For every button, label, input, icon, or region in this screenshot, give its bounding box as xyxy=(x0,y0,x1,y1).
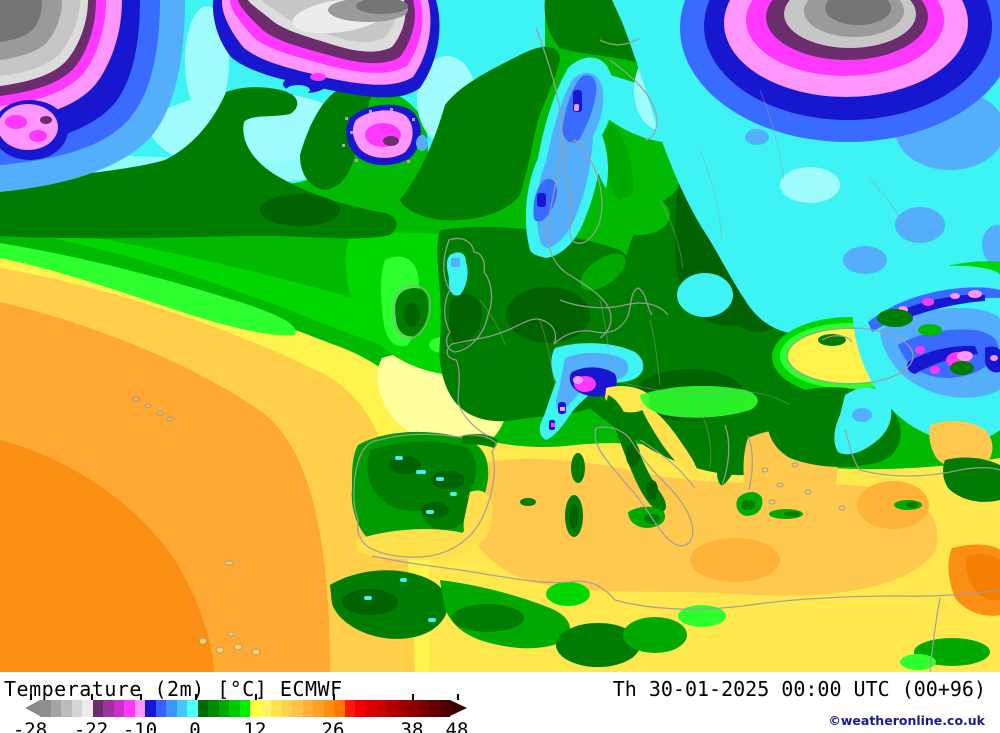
colorbar-segment xyxy=(429,700,440,717)
levant-gold xyxy=(929,420,993,470)
colorbar-tick-label: 48 xyxy=(445,719,469,733)
arctic-russia-cold-blob xyxy=(680,0,1000,142)
colorbar-right-arrow xyxy=(450,700,467,716)
colorbar-segment xyxy=(408,700,419,717)
legend-bar: Temperature (2m) [°C] ECMWF Th 30-01-202… xyxy=(0,672,1000,733)
colorbar-segment xyxy=(387,700,398,717)
colorbar-tick-mark xyxy=(333,694,335,700)
iceland-cold xyxy=(342,104,428,166)
colorbar-tick-label: 12 xyxy=(243,719,267,733)
colorbar-segment xyxy=(292,700,303,717)
colorbar-segment xyxy=(313,700,324,717)
temperature-colorbar: -28 -22 -10 0 12 26 38 48 xyxy=(13,694,468,733)
colorbar-segment xyxy=(271,700,282,717)
finland-green xyxy=(610,195,670,235)
lime-band xyxy=(0,243,296,336)
colorbar-segment xyxy=(376,700,388,717)
colorbar-tick-mark xyxy=(255,694,257,700)
coastlines xyxy=(353,27,1000,672)
colorbar-tick-label: -28 xyxy=(12,719,48,733)
colorbar-segment xyxy=(176,700,188,717)
colorbar-segment xyxy=(365,700,377,717)
colorbar-segment xyxy=(355,700,366,717)
country-borders xyxy=(479,89,916,469)
italy xyxy=(520,386,698,537)
anatolia-caucasus-cold xyxy=(767,265,1000,467)
gulf-of-bothnia xyxy=(602,125,634,205)
colorbar-tick-label: 0 xyxy=(189,719,201,733)
med-orange-patch xyxy=(690,538,780,582)
colorbar-left-arrow xyxy=(25,700,40,716)
temperature-map xyxy=(0,0,1000,672)
colorbar-segment xyxy=(113,700,125,717)
colorbar-segment xyxy=(260,700,272,717)
colorbar-segment xyxy=(134,700,146,717)
colorbar-segment xyxy=(302,700,314,717)
colorbar-segment xyxy=(40,700,51,717)
colorbar-tick-mark xyxy=(140,694,142,700)
colorbar-segment xyxy=(439,700,451,717)
colorbar-segment xyxy=(71,700,83,717)
colorbar-segment xyxy=(166,700,177,717)
colorbar-segment xyxy=(92,700,104,717)
colorbar-segment xyxy=(397,700,409,717)
colorbar-segment xyxy=(239,700,251,717)
colorbar-segment xyxy=(82,700,93,717)
cyan-lobe xyxy=(677,273,733,317)
pale-cyan-channel xyxy=(185,6,229,118)
north-africa xyxy=(330,544,1000,670)
alps-cold xyxy=(539,343,644,440)
tongue-pale-patch xyxy=(780,167,840,203)
colorbar-segment xyxy=(50,700,62,717)
colorbar-segment xyxy=(103,700,114,717)
colorbar-tick-mark xyxy=(91,694,93,700)
greenland-east xyxy=(212,0,440,98)
colorbar-segment xyxy=(187,700,198,717)
colorbar-tick-label: -10 xyxy=(122,719,158,733)
colorbar-tick-label: -22 xyxy=(73,719,109,733)
colorbar-tick-mark xyxy=(195,694,197,700)
iberia xyxy=(351,431,498,560)
colorbar-segment xyxy=(61,700,72,717)
med-orange-patch xyxy=(857,481,929,529)
colorbar-tick-label: 26 xyxy=(321,719,345,733)
syria-green xyxy=(943,457,1000,502)
colorbar-segment xyxy=(323,700,335,717)
copyright-link[interactable]: ©weatheronline.co.uk xyxy=(828,713,985,728)
greenland-west xyxy=(0,0,185,192)
colorbar-segment xyxy=(344,700,356,717)
colorbar-segment xyxy=(418,700,430,717)
colorbar-segment xyxy=(334,700,345,717)
map-title: Temperature (2m) [°C] ECMWF xyxy=(4,677,343,701)
colorbar-tick-mark xyxy=(30,694,32,700)
colorbar-segment xyxy=(155,700,167,717)
colorbar-segment xyxy=(197,700,209,717)
colorbar-segment xyxy=(124,700,135,717)
colorbar-tick-mark xyxy=(457,694,459,700)
atlantic-deep-orange xyxy=(0,440,214,672)
forecast-datetime: Th 30-01-2025 00:00 UTC (00+96) xyxy=(612,677,986,701)
colorbar-body xyxy=(40,700,451,717)
colorbar-segment xyxy=(145,700,156,717)
colorbar-tick-mark xyxy=(412,694,414,700)
colorbar-segment xyxy=(250,700,261,717)
colorbar-segment xyxy=(218,700,230,717)
colorbar-segment xyxy=(229,700,240,717)
colorbar-tick-label: 38 xyxy=(400,719,424,733)
colorbar-segment xyxy=(208,700,219,717)
balkan-lime-band xyxy=(640,385,758,418)
bright-green-band xyxy=(0,222,439,352)
colorbar-segment xyxy=(281,700,293,717)
baltic-sea xyxy=(580,253,626,291)
atlantic-islands xyxy=(132,396,261,656)
